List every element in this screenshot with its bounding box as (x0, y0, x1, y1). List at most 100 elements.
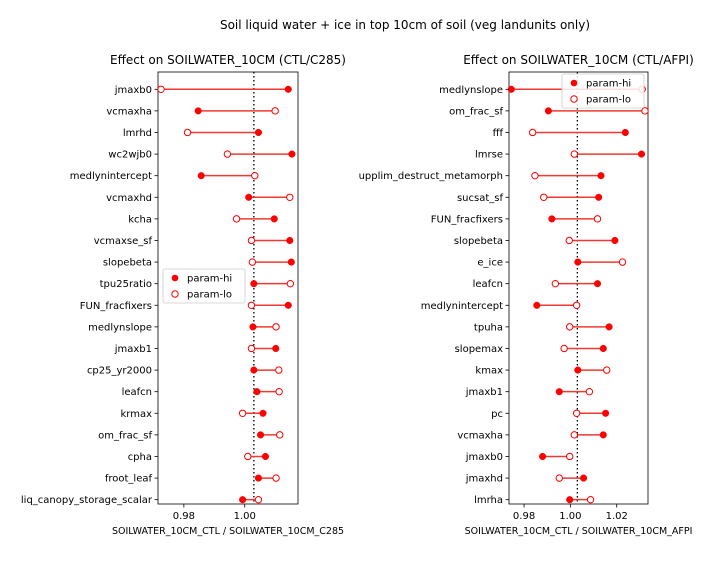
legend: param-hi param-lo (561, 73, 645, 109)
y-tick-label-cp25_yr2000: cp25_yr2000 (87, 366, 152, 377)
param-lo-point-upplim_destruct_metamorph (531, 171, 539, 180)
param-lo-point-vcmaxhd (286, 193, 294, 201)
x-tick-label: 0.98 (173, 511, 195, 522)
y-tick-label-om_frac_sf: om_frac_sf (449, 106, 503, 117)
param-hi-point-FUN_fracfixers (284, 301, 292, 309)
legend-label-param-lo: param-lo (586, 95, 631, 106)
y-tick-label-jmaxb1: jmaxb1 (465, 387, 503, 398)
plot-title: Effect on SOILWATER_10CM (CTL/C285) (110, 53, 346, 67)
param-hi-point-krmax (259, 409, 267, 417)
param-lo-point-slopebeta (248, 258, 257, 266)
param-hi-point-sucsat_sf (595, 193, 603, 201)
legend-marker-param-lo (570, 95, 578, 103)
param-lo-point-jmaxb1 (585, 387, 594, 396)
plot-frame (508, 71, 649, 505)
param-lo-point-wc2wjb0 (223, 150, 232, 158)
y-tick-label-FUN_fracfixers: FUN_fracfixers (431, 214, 503, 225)
param-lo-point-kcha (232, 215, 241, 223)
legend-label-param-hi: param-hi (187, 274, 232, 285)
y-tick-label-jmaxb0: jmaxb0 (114, 85, 152, 96)
y-tick-label-tpu25ratio: tpu25ratio (100, 279, 152, 290)
param-lo-point-krmax (238, 409, 247, 417)
param-hi-point-lmrse (637, 150, 646, 158)
param-hi-point-wc2wjb0 (288, 150, 296, 158)
param-lo-point-fff (528, 128, 537, 137)
y-tick-label-upplim_destruct_metamorph: upplim_destruct_metamorph (359, 171, 503, 182)
x-axis-label: SOILWATER_10CM_CTL / SOILWATER_10CM_C285 (112, 526, 344, 537)
param-lo-point-jmaxhd (555, 474, 563, 482)
y-tick-label-slopemax: slopemax (455, 344, 503, 355)
param-lo-point-tpu25ratio (286, 279, 295, 288)
param-lo-point-FUN_fracfixers (593, 215, 602, 223)
param-lo-point-pc (572, 409, 581, 417)
param-hi-point-jmaxb1 (555, 388, 563, 396)
y-tick-label-kcha: kcha (128, 214, 152, 225)
plot-title: Effect on SOILWATER_10CM (CTL/AFPI) (463, 53, 694, 67)
y-tick-label-slopebeta: slopebeta (103, 258, 152, 269)
legend-box (561, 73, 645, 109)
y-tick-label-liq_canopy_storage_scalar: liq_canopy_storage_scalar (21, 495, 153, 506)
param-hi-point-cp25_yr2000 (250, 366, 258, 374)
param-hi-point-kmax (574, 366, 582, 374)
param-lo-point-vcmaxha (570, 431, 579, 439)
param-lo-point-leafcn (551, 279, 560, 288)
plot-frame (157, 71, 299, 505)
param-hi-point-fff (621, 128, 629, 137)
param-hi-point-cpha (261, 452, 269, 461)
param-hi-point-vcmaxhd (245, 193, 253, 201)
param-lo-point-vcmaxha (271, 107, 279, 115)
legend-marker-param-hi (171, 274, 179, 282)
param-hi-point-jmaxhd (580, 474, 588, 482)
param-hi-point-om_frac_sf (257, 431, 265, 439)
y-tick-label-om_frac_sf: om_frac_sf (98, 430, 152, 441)
param-hi-point-kcha (270, 215, 278, 223)
param-lo-point-om_frac_sf (641, 107, 649, 115)
param-hi-point-pc (602, 409, 610, 417)
param-hi-point-lmrhd (254, 128, 262, 137)
param-lo-point-cp25_yr2000 (275, 366, 283, 374)
y-tick-label-lmrse: lmrse (475, 150, 503, 161)
y-tick-label-fff: fff (493, 128, 504, 139)
y-tick-label-sucsat_sf: sucsat_sf (457, 193, 504, 204)
y-tick-label-froot_leaf: froot_leaf (105, 474, 153, 485)
y-tick-label-vcmaxhd: vcmaxhd (106, 193, 152, 204)
x-tick-label: 1.00 (559, 511, 581, 522)
param-lo-point-slopebeta (565, 236, 573, 245)
param-hi-point-vcmaxha (599, 431, 607, 439)
param-hi-point-slopemax (599, 344, 607, 353)
y-tick-label-krmax: krmax (120, 409, 152, 420)
y-tick-label-vcmaxse_sf: vcmaxse_sf (94, 236, 153, 247)
param-lo-point-jmaxb0 (565, 452, 574, 461)
param-lo-point-tpuha (565, 323, 574, 331)
param-hi-point-medlynslope (507, 85, 515, 93)
param-lo-point-froot_leaf (272, 474, 280, 482)
param-lo-point-medlynintercept (251, 171, 259, 180)
param-hi-point-slopebeta (611, 236, 619, 245)
param-hi-point-jmaxb0 (539, 452, 547, 461)
y-tick-label-e_ice: e_ice (477, 258, 503, 269)
param-lo-point-om_frac_sf (276, 431, 284, 439)
param-hi-point-froot_leaf (254, 474, 262, 482)
param-lo-point-cpha (244, 452, 252, 461)
param-lo-point-jmaxb1 (247, 344, 256, 353)
param-hi-point-liq_canopy_storage_scalar (239, 496, 247, 504)
param-hi-point-lmrha (566, 496, 574, 504)
y-tick-label-slopebeta: slopebeta (454, 236, 503, 247)
legend-box (162, 268, 246, 304)
y-tick-label-kmax: kmax (475, 366, 503, 377)
y-tick-label-jmaxb1: jmaxb1 (114, 344, 152, 355)
plot-ctl-c285: Effect on SOILWATER_10CM (CTL/C285) jmaxb… (21, 53, 346, 537)
legend: param-hi param-lo (162, 268, 246, 304)
param-lo-point-lmrha (586, 495, 595, 504)
legend-label-param-lo: param-lo (187, 290, 232, 301)
param-lo-point-lmrse (570, 150, 579, 158)
x-axis-label: SOILWATER_10CM_CTL / SOILWATER_10CM_AFPI (465, 526, 693, 537)
param-hi-point-medlynintercept (533, 301, 541, 309)
param-hi-point-tpu25ratio (250, 280, 258, 288)
y-tick-label-medlynintercept: medlynintercept (70, 171, 152, 182)
param-lo-point-e_ice (618, 258, 627, 266)
param-hi-point-e_ice (574, 258, 582, 266)
param-hi-point-vcmaxha (194, 107, 202, 115)
x-tick-label: 1.00 (234, 511, 256, 522)
